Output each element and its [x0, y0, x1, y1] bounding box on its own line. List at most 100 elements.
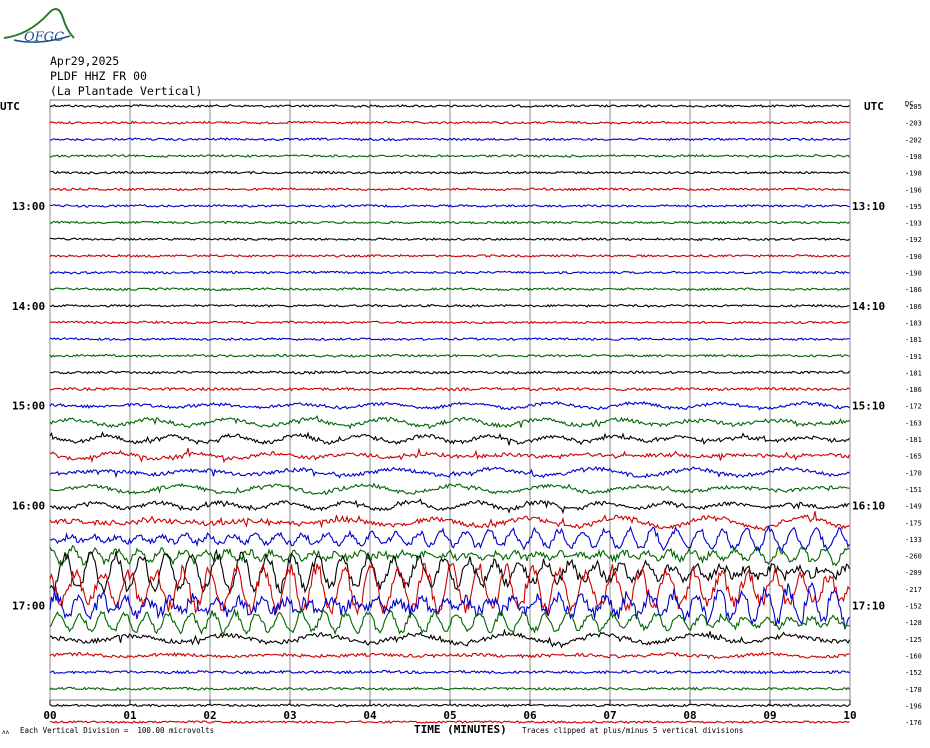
x-tick-label: 01 [123, 709, 137, 722]
seismic-trace [50, 137, 850, 142]
left-hour-label: 13:00 [12, 200, 45, 213]
dc-offset-label: -165 [905, 453, 922, 461]
seismic-trace [49, 720, 850, 724]
right-time-label: 13:10 [852, 200, 885, 213]
right-time-label: 15:10 [852, 400, 885, 413]
logo-text: OFGC [24, 30, 64, 45]
dc-offset-label: -172 [905, 403, 922, 411]
seismic-trace [49, 153, 850, 158]
dc-offset-label: -209 [905, 569, 922, 577]
dc-offset-label: -203 [905, 120, 922, 128]
seismic-trace [49, 120, 850, 125]
right-time-label: 17:10 [852, 600, 885, 613]
dc-offset-label: -192 [905, 236, 922, 244]
dc-offset-label: -202 [905, 136, 922, 144]
seismic-trace [49, 498, 850, 515]
right-utc-label: UTC [864, 100, 884, 113]
dc-offset-label: -175 [905, 519, 922, 527]
x-tick-label: 02 [203, 709, 216, 722]
left-hour-label: 15:00 [12, 400, 45, 413]
seismic-trace [49, 525, 850, 554]
dc-offset-label: -163 [905, 419, 922, 427]
seismic-trace [49, 431, 850, 446]
x-tick-label: 07 [603, 709, 616, 722]
seismic-trace [49, 370, 850, 375]
seismic-trace [49, 415, 850, 430]
time-grid [49, 99, 851, 705]
dc-offset-label: -178 [905, 686, 922, 694]
seismic-trace [49, 607, 850, 636]
seismic-trace [49, 187, 850, 192]
dc-offset-label: -186 [905, 386, 922, 394]
seismic-trace [49, 703, 850, 708]
x-tick-label: 04 [363, 709, 377, 722]
dc-offset-label: -181 [905, 436, 922, 444]
seismic-trace [49, 548, 851, 596]
left-utc-label: UTC [0, 100, 20, 113]
dc-offset-label: -133 [905, 536, 922, 544]
seismic-trace [49, 386, 850, 392]
dc-offset-label: -190 [905, 253, 922, 261]
seismic-trace [49, 669, 850, 675]
seismic-trace [49, 303, 850, 308]
dc-offset-label: -196 [905, 186, 922, 194]
seismic-trace [49, 651, 850, 660]
seismic-trace [49, 447, 851, 464]
dc-offset-label: -186 [905, 286, 922, 294]
dc-offset-label: -217 [905, 586, 922, 594]
dc-offset-label: -149 [905, 503, 922, 511]
dc-offset-label: -152 [905, 603, 922, 611]
x-tick-label: 05 [443, 709, 456, 722]
seismic-trace [49, 287, 850, 292]
dc-offset-label: -128 [905, 619, 922, 627]
dc-offset-label: -183 [905, 319, 922, 327]
footer-scale-note: Each Vertical Division = 100.00 microvol… [20, 726, 214, 735]
seismic-trace [49, 482, 850, 496]
seismic-trace [49, 511, 850, 532]
left-hour-label: 16:00 [12, 500, 45, 513]
dc-offset-label: -195 [905, 203, 922, 211]
dc-offset-label: -151 [905, 486, 922, 494]
left-hour-label: 14:00 [12, 300, 45, 313]
seismic-trace [49, 562, 850, 616]
seismic-trace [49, 353, 850, 358]
dc-offset-label: -170 [905, 469, 922, 477]
dc-offset-label: -181 [905, 336, 922, 344]
x-tick-label: 08 [683, 709, 696, 722]
dc-offset-label: -152 [905, 669, 922, 677]
header-location: (La Plantade Vertical) [50, 84, 202, 98]
seismic-trace [49, 544, 850, 567]
seismic-trace [49, 220, 850, 225]
seismic-trace [49, 320, 850, 325]
x-tick-label: 03 [283, 709, 296, 722]
dc-offset-label: -205 [905, 103, 922, 111]
seismic-trace [49, 686, 850, 692]
footer-icon: ʌʌ [2, 729, 10, 736]
seismic-trace [49, 400, 850, 411]
header-station: PLDF HHZ FR 00 [50, 69, 147, 83]
dc-offset-label: -125 [905, 636, 922, 644]
seismic-trace [49, 170, 850, 175]
dc-offset-label: -160 [905, 652, 922, 660]
dc-offset-label: -176 [905, 719, 922, 727]
dc-offset-label: -260 [905, 553, 922, 561]
seismic-trace [49, 337, 850, 342]
seismic-trace [50, 203, 850, 208]
seismic-trace [49, 104, 850, 108]
dc-label: DC [905, 100, 913, 108]
seismic-trace [49, 581, 850, 630]
dc-offset-label: -193 [905, 220, 922, 228]
left-hour-label: 17:00 [12, 600, 45, 613]
logo-mountain-icon [3, 8, 75, 39]
x-tick-label: 06 [523, 709, 537, 722]
seismic-trace [49, 253, 850, 258]
dc-offset-label: -191 [905, 353, 922, 361]
dc-offset-label: -198 [905, 170, 922, 178]
seismic-trace [49, 466, 850, 479]
seismic-trace [49, 270, 850, 275]
right-time-label: 14:10 [852, 300, 885, 313]
dc-offset-label: -181 [905, 369, 922, 377]
logo-swoosh-icon [13, 35, 71, 43]
ofgc-logo: OFGC [3, 8, 75, 45]
